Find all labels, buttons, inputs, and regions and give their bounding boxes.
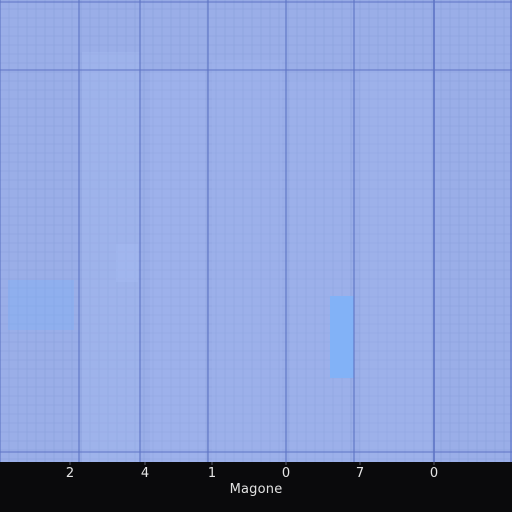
background-bar	[8, 280, 74, 330]
background-bar	[82, 52, 140, 462]
background-bar	[360, 70, 432, 462]
chart-svg	[0, 0, 512, 462]
plot-area	[0, 0, 512, 462]
background-bar	[116, 244, 138, 282]
x-tick-label: 1	[208, 466, 216, 481]
x-tick-label: 0	[430, 466, 438, 481]
background-bar	[150, 70, 205, 462]
background-bar	[290, 80, 350, 462]
background-bar	[212, 60, 282, 462]
background-bar	[330, 296, 354, 378]
x-tick-label: 2	[66, 466, 74, 481]
x-tick-label: 7	[356, 466, 364, 481]
x-tick-label: 0	[282, 466, 290, 481]
background-bars	[8, 52, 432, 462]
minor-grid	[0, 0, 512, 462]
major-grid	[0, 0, 512, 462]
x-tick-label: 4	[141, 466, 149, 481]
x-ticks: 2 4 1 0 7 0	[66, 462, 438, 481]
x-axis-title: Magone	[229, 482, 283, 497]
x-axis: 2 4 1 0 7 0	[66, 462, 438, 481]
